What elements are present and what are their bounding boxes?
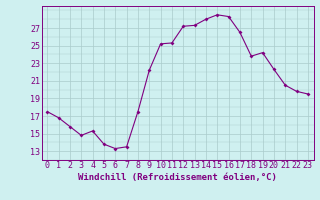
X-axis label: Windchill (Refroidissement éolien,°C): Windchill (Refroidissement éolien,°C) (78, 173, 277, 182)
